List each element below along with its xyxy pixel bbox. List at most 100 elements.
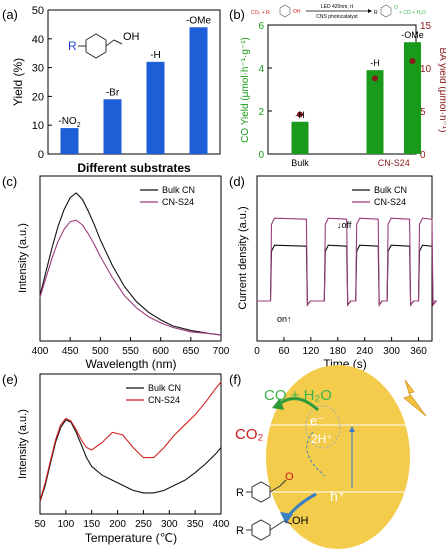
panel-e: (e) 50 100 150 200 250 300 350 400 Bulk CN CN-S2…	[2, 372, 230, 545]
x-tick-label-d: 300	[383, 346, 400, 357]
x-tick-label-d: 180	[329, 346, 346, 357]
bar-label-b: -H	[295, 110, 305, 120]
y-tick-label-right-b: 15	[420, 21, 432, 32]
y-tick-label-a: 30	[32, 63, 44, 75]
x-tick-label-b: Bulk	[291, 158, 309, 168]
legend-d: Bulk CN CN-S24	[352, 185, 407, 207]
series-line-e	[39, 419, 222, 502]
y-tick-label-right-b: 5	[420, 107, 426, 118]
x-tick-label-e: 150	[83, 519, 100, 530]
svg-text:OH: OH	[293, 9, 301, 15]
bar-labels-b: -H -H -OMe	[295, 30, 424, 120]
series-line-d	[257, 244, 438, 307]
legend-label-e: Bulk CN	[148, 383, 181, 393]
panel-label-e: (e)	[2, 372, 18, 387]
y-tick-label-a: 10	[32, 120, 44, 132]
svg-text:+ CO + H₂O: + CO + H₂O	[399, 10, 426, 16]
panel-f: (f) CO + H₂O CO₂ e⁻ 2H⁺ h⁺ R O	[229, 365, 427, 549]
y-axis-label-a: Yield (%)	[11, 58, 25, 106]
y-tick-label-a: 50	[32, 5, 44, 17]
y-tick-label-left-b: 0	[258, 150, 264, 161]
bar-label-a: -Br	[106, 87, 120, 98]
x-tick-label-e: 50	[34, 519, 46, 530]
x-tick-label-c: 450	[62, 346, 79, 357]
reaction-catalyst: CNS photocatalyst	[316, 14, 358, 20]
x-tick-label-e: 200	[109, 519, 126, 530]
y-tick-label-a: 20	[32, 91, 44, 103]
hole-label: h⁺	[330, 488, 345, 504]
electron-label: e⁻	[310, 413, 324, 428]
svg-text:R: R	[374, 10, 378, 16]
y-axis-a: 0 10 20 30 40 50	[32, 5, 52, 161]
ba-yield-dot	[372, 75, 378, 82]
legend-e: Bulk CN CN-S24	[126, 383, 181, 405]
bar-label-a: -NO2	[58, 116, 80, 129]
product-co-h2o: CO + H₂O	[264, 387, 332, 404]
excitation-arrowhead	[349, 426, 355, 432]
legend-label-d: CN-S24	[374, 197, 406, 207]
x-tick-label-c: 650	[182, 346, 199, 357]
r-label-benzaldehyde: R	[236, 487, 244, 499]
bars-b	[291, 42, 421, 155]
y-axis-label-left-b: CO Yield (μmol·h⁻¹·g⁻¹)	[240, 37, 251, 143]
legend-label-e: CN-S24	[148, 395, 180, 405]
y-tick-label-right-b: 0	[420, 150, 426, 161]
x-axis-label-c: Wavelength (nm)	[86, 357, 177, 371]
bar-labels-a: -NO2 -Br -H -OMe	[58, 15, 211, 129]
bar-label-b: -H	[370, 58, 380, 68]
panel-b: (b) CO₂ + R OH LED 420nm, rt CNS photoca…	[229, 4, 446, 168]
x-tick-label-e: 400	[213, 519, 230, 530]
legend-label-d: Bulk CN	[374, 185, 407, 195]
x-tick-label-c: 550	[122, 346, 139, 357]
x-tick-label-d: 360	[410, 346, 427, 357]
reaction-scheme: CO₂ + R OH LED 420nm, rt CNS photocataly…	[251, 4, 426, 20]
lines-d	[257, 217, 438, 307]
x-axis-c: 400 450 500 550 600 650 700	[32, 337, 230, 357]
y-axis-left-b: 0 2 4 6	[258, 21, 272, 161]
annotation-on-d: on↑	[277, 314, 292, 324]
x-axis-b: Bulk CN-S24	[291, 158, 410, 168]
x-tick-label-d: 60	[278, 346, 290, 357]
r-label-benzyl-alcohol: R	[236, 525, 244, 537]
ba-yield-dot	[409, 58, 416, 65]
bar-a	[189, 27, 208, 155]
bar-a	[146, 61, 165, 155]
bar-a	[103, 99, 122, 154]
plot-frame-b	[267, 24, 417, 155]
x-tick-label-e: 100	[58, 519, 75, 530]
lines-e	[39, 381, 222, 502]
y-tick-label-left-b: 2	[258, 107, 264, 118]
protons-label: 2H⁺	[311, 432, 333, 446]
legend-label-c: Bulk CN	[162, 185, 195, 195]
lines-c	[39, 192, 222, 336]
bar-label-a: -H	[150, 50, 161, 61]
y-axis-label-d: Current density (a.u.)	[237, 206, 249, 309]
bar-label-b: -OMe	[401, 30, 424, 40]
x-tick-label-d: 120	[303, 346, 320, 357]
reaction-site-outline	[305, 405, 341, 449]
x-tick-label-c: 500	[92, 346, 109, 357]
x-tick-label-c: 700	[213, 346, 230, 357]
x-tick-label-e: 250	[135, 519, 152, 530]
bar-b	[366, 70, 384, 154]
panel-label-b: (b)	[229, 7, 245, 22]
bar-b	[291, 121, 309, 154]
oh-label-a: OH	[123, 31, 140, 43]
svg-text:O: O	[394, 5, 398, 11]
y-tick-label-a: 0	[38, 149, 44, 161]
co2-reduction-arrowhead	[272, 398, 284, 410]
panel-label-f: (f)	[229, 372, 241, 387]
x-tick-label-e: 350	[187, 519, 204, 530]
reaction-conditions: LED 420nm, rt	[321, 4, 354, 10]
x-axis-label-a: Different substrates	[77, 161, 191, 175]
oxidation-arrowhead	[280, 512, 293, 524]
panel-label-c: (c)	[2, 174, 17, 189]
bar-label-a: -OMe	[186, 15, 211, 26]
bar-b	[404, 42, 421, 155]
bar-a	[60, 128, 79, 154]
x-tick-label-c: 600	[152, 346, 169, 357]
o-label-benzaldehyde: O	[285, 471, 294, 483]
series-line-c	[39, 192, 222, 336]
legend-c: Bulk CN CN-S24	[140, 185, 195, 207]
